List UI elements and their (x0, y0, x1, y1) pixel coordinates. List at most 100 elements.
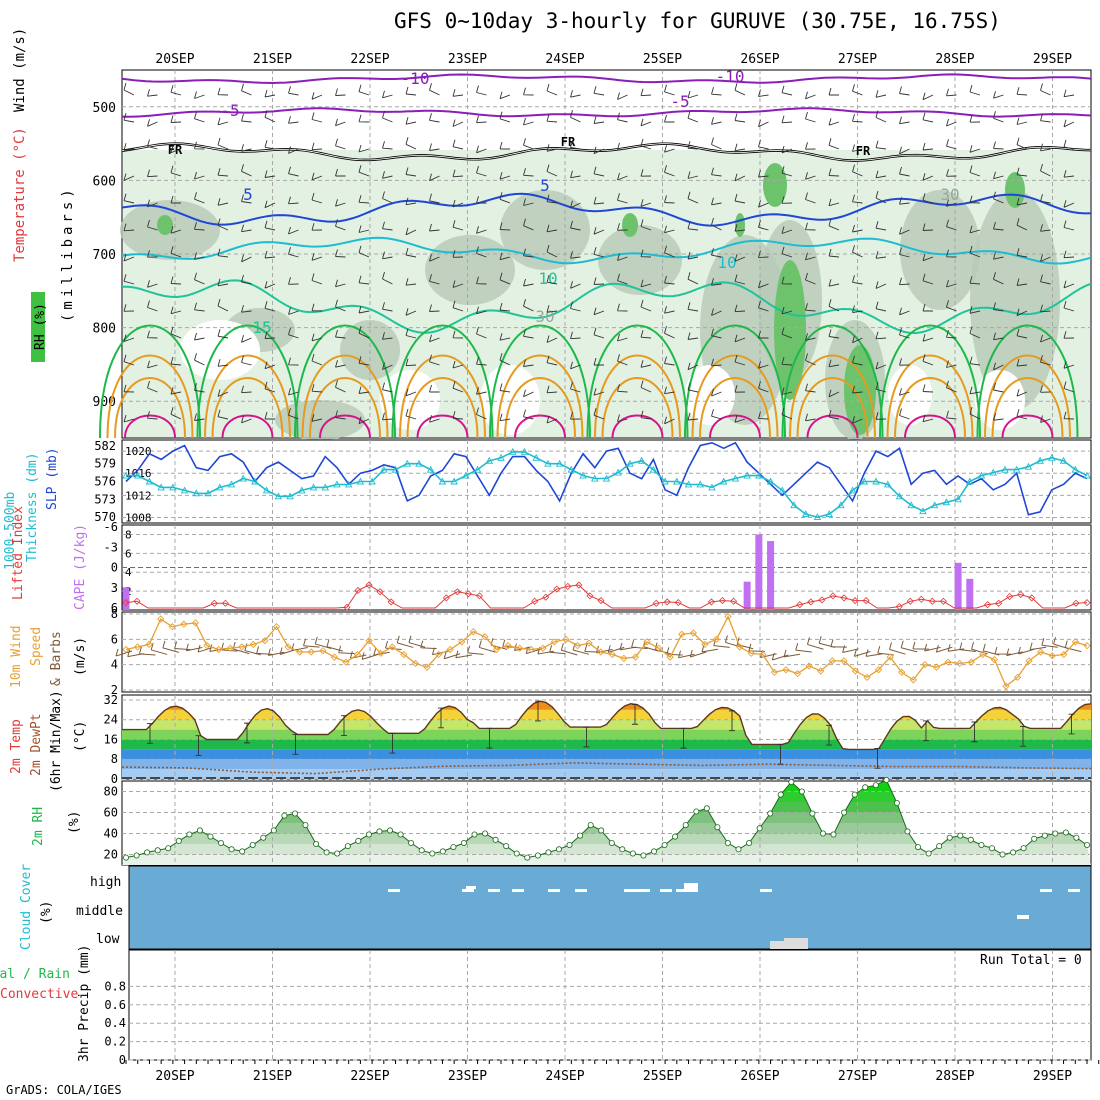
upper-wind-barb (593, 86, 605, 96)
upper-wind-barb (123, 354, 135, 366)
wind-barb (174, 641, 191, 651)
thickness-point (1048, 453, 1056, 461)
warm-tongue-contour (99, 324, 201, 439)
upper-wind-barb (758, 250, 769, 258)
upper-wind-barb (734, 83, 746, 96)
upper-wind-barb (217, 117, 229, 126)
precip-tick-label: 0.4 (104, 1016, 126, 1030)
upper-wind-barb (758, 169, 769, 178)
upper-wind-barb (617, 414, 628, 422)
wind-ylabel-c: & Barbs (49, 631, 64, 686)
wind-speed-point (307, 648, 315, 656)
rh-point (841, 809, 848, 816)
upper-wind-barb (993, 302, 1004, 312)
upper-wind-barb (828, 409, 840, 420)
upper-wind-barb (170, 115, 182, 123)
upper-wind-barb (499, 172, 511, 180)
wind-speed-point (539, 644, 547, 652)
slp-ylabel-slp: SLP (mb) (45, 447, 60, 510)
upper-wind-barb (264, 331, 276, 339)
upper-wind-barb (1063, 89, 1075, 98)
upper-wind-barb (311, 112, 323, 123)
upper-wind-barb (264, 361, 276, 370)
minmax-errorbar (389, 732, 396, 754)
precip-tick-label: 0.8 (104, 979, 126, 993)
minmax-errorbar (777, 743, 784, 765)
rh-point (946, 834, 953, 841)
wind-speed-point (990, 655, 999, 664)
wind-speed-point (342, 658, 350, 666)
lifted-index-point (818, 596, 826, 604)
rh-point (672, 833, 679, 840)
upper-wind-barb (288, 277, 299, 285)
precip-tick-label: 0 (119, 1053, 126, 1067)
wind-speed-point (133, 643, 142, 651)
rh-point (239, 848, 246, 855)
cloud-level-high: high (90, 875, 121, 890)
upper-wind-barb (805, 413, 816, 422)
wind-speed-point (388, 643, 396, 651)
upper-wind-barb (405, 227, 417, 236)
upper-wind-barb (617, 112, 628, 123)
upper-wind-barb (499, 353, 511, 366)
wind-speed-point (330, 653, 339, 661)
wind-barb (197, 644, 215, 653)
upper-wind-barb (405, 86, 417, 96)
upper-wind-barb (170, 165, 182, 177)
upper-wind-barb (499, 272, 511, 285)
upper-wind-barb (828, 218, 840, 231)
lifted-index-point (597, 597, 605, 605)
upper-wind-barb (264, 220, 276, 231)
upper-wind-barb (828, 279, 840, 287)
wind-speed-point (214, 645, 223, 654)
upper-wind-barb (147, 280, 158, 288)
upper-wind-barb (875, 281, 887, 289)
upper-wind-barb (875, 190, 887, 204)
upper-wind-barb (476, 85, 487, 96)
thickness-point (473, 465, 482, 473)
upper-wind-barb (382, 382, 393, 393)
upper-wind-barb (711, 197, 722, 206)
minmax-errorbar (680, 727, 687, 749)
upper-wind-barb (922, 414, 934, 423)
upper-wind-barb (264, 411, 275, 420)
contour-label: FR (856, 144, 871, 158)
lifted-index-point (840, 594, 848, 602)
upper-wind-barb (335, 138, 346, 150)
upper-wind-barb (546, 244, 558, 258)
thickness-point (1001, 465, 1009, 473)
warm-tongue-contour (601, 377, 674, 439)
upper-wind-barb (664, 84, 675, 96)
upper-wind-barb (429, 354, 440, 366)
wind-speed-point (759, 650, 767, 659)
thickness-point (1059, 456, 1068, 464)
upper-wind-barb (170, 85, 182, 96)
upper-wind-barb (664, 145, 675, 153)
upper-wind-barb (664, 386, 675, 395)
upper-ylabel-rh: RH (%) (33, 303, 48, 350)
lifted-index-point (851, 597, 859, 605)
upper-wind-barb (194, 171, 205, 180)
thickness-point (169, 483, 177, 491)
upper-wind-barb (288, 226, 299, 235)
thickness-point (403, 459, 412, 467)
warm-tongue-contour (691, 354, 779, 439)
upper-wind-barb (241, 355, 252, 366)
upper-wind-barb (687, 141, 699, 150)
upper-wind-barb (476, 407, 487, 420)
pressure-tick-label: 500 (93, 101, 116, 116)
rh-tick-label: 40 (104, 827, 118, 841)
wind-tick-label: 4 (111, 658, 118, 672)
upper-wind-barb (758, 139, 769, 150)
upper-wind-barb (781, 145, 793, 154)
upper-wind-barb (147, 250, 158, 258)
lifted-index-point (221, 599, 229, 607)
wind-speed-point (689, 629, 697, 637)
upper-wind-barb (875, 90, 887, 98)
warm-tongue-contour (789, 354, 876, 439)
rh-point (703, 805, 710, 812)
upper-wind-barb (899, 166, 910, 177)
date-label-top: 27SEP (838, 52, 877, 67)
upper-wind-barb (241, 144, 252, 152)
upper-wind-barb (358, 416, 370, 425)
